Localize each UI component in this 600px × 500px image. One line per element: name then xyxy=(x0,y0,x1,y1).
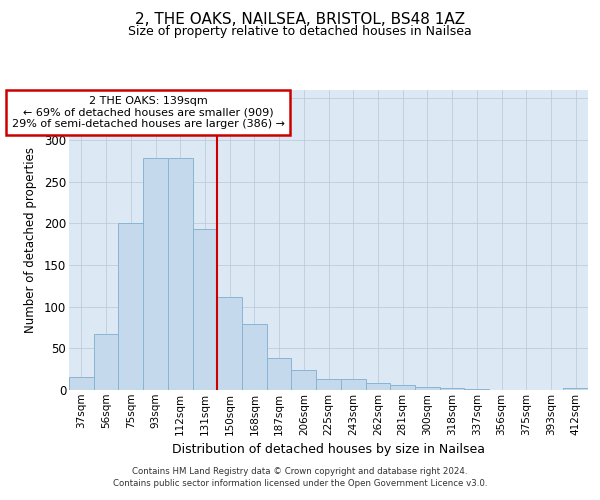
Bar xyxy=(242,324,267,390)
Bar xyxy=(341,379,365,390)
Bar xyxy=(143,158,168,390)
Bar xyxy=(292,370,316,390)
Text: Size of property relative to detached houses in Nailsea: Size of property relative to detached ho… xyxy=(128,25,472,38)
Y-axis label: Number of detached properties: Number of detached properties xyxy=(24,147,37,333)
Bar xyxy=(390,385,415,390)
Bar xyxy=(316,379,341,390)
Bar xyxy=(193,229,217,390)
Text: Contains HM Land Registry data © Crown copyright and database right 2024.: Contains HM Land Registry data © Crown c… xyxy=(132,467,468,476)
Text: 2 THE OAKS: 139sqm
← 69% of detached houses are smaller (909)
29% of semi-detach: 2 THE OAKS: 139sqm ← 69% of detached hou… xyxy=(11,96,284,129)
Bar xyxy=(415,386,440,390)
Bar xyxy=(217,296,242,390)
Bar xyxy=(168,158,193,390)
Text: 2, THE OAKS, NAILSEA, BRISTOL, BS48 1AZ: 2, THE OAKS, NAILSEA, BRISTOL, BS48 1AZ xyxy=(135,12,465,28)
Bar xyxy=(464,389,489,390)
Bar xyxy=(94,334,118,390)
Bar xyxy=(118,224,143,390)
Bar xyxy=(365,384,390,390)
Bar xyxy=(69,376,94,390)
Text: Contains public sector information licensed under the Open Government Licence v3: Contains public sector information licen… xyxy=(113,478,487,488)
Bar xyxy=(440,388,464,390)
Bar xyxy=(563,388,588,390)
Bar xyxy=(267,358,292,390)
X-axis label: Distribution of detached houses by size in Nailsea: Distribution of detached houses by size … xyxy=(172,443,485,456)
